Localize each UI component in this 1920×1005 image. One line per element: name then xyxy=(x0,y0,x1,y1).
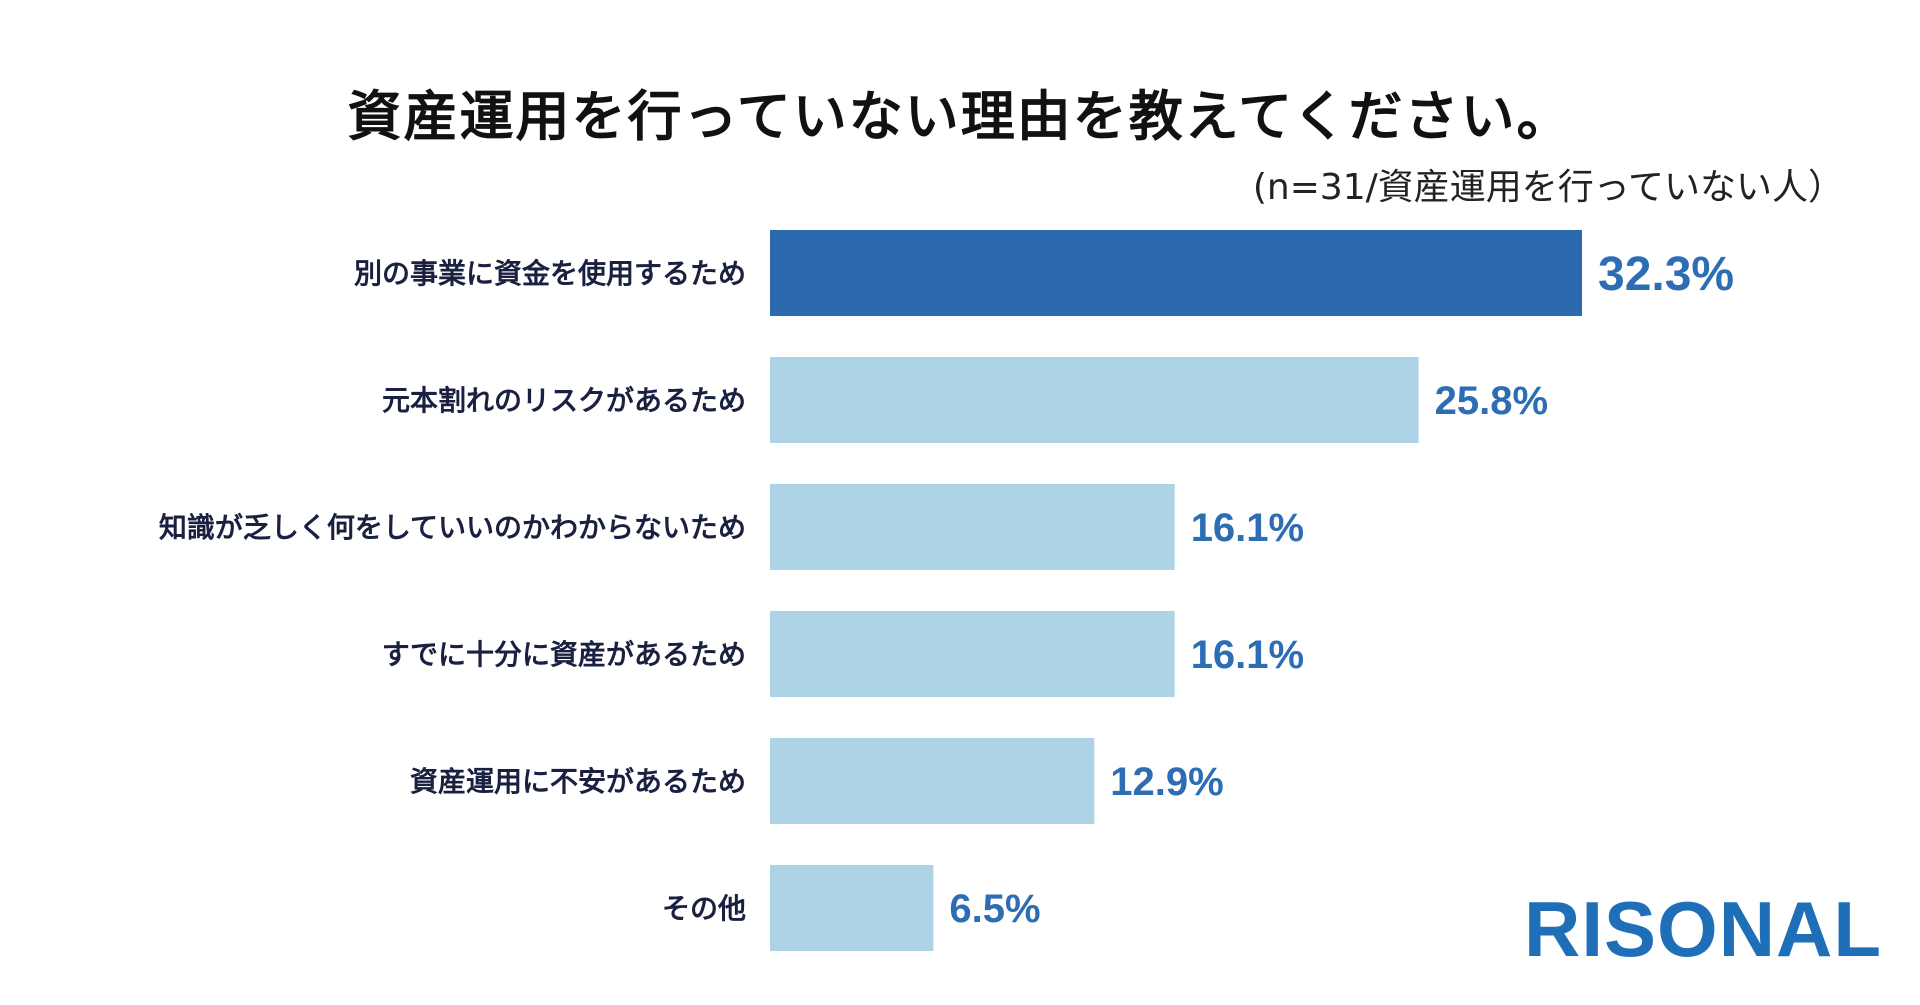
category-label-6: その他 xyxy=(662,892,746,925)
bar-2 xyxy=(770,357,1419,443)
bar-3 xyxy=(770,484,1175,570)
category-label-3: 知識が乏しく何をしていいのかわからないため xyxy=(159,511,746,544)
value-label-6: 6.5% xyxy=(949,887,1040,931)
chart-subtitle: (n=31/資産運用を行っていない人） xyxy=(1252,167,1844,208)
category-label-1: 別の事業に資金を使用するため xyxy=(354,257,746,290)
category-label-4: すでに十分に資産があるため xyxy=(382,638,746,671)
value-label-1: 32.3% xyxy=(1598,248,1734,301)
chart-title: 資産運用を行っていない理由を教えてください。 xyxy=(347,85,1573,148)
bar-4 xyxy=(770,611,1175,697)
bar-5 xyxy=(770,738,1095,824)
category-label-2: 元本割れのリスクがあるため xyxy=(382,384,746,417)
bar-1 xyxy=(770,230,1582,316)
value-label-3: 16.1% xyxy=(1191,506,1304,550)
value-label-2: 25.8% xyxy=(1435,379,1548,423)
category-label-5: 資産運用に不安があるため xyxy=(410,765,746,798)
value-label-4: 16.1% xyxy=(1191,633,1304,677)
value-label-5: 12.9% xyxy=(1110,760,1223,804)
risonal-logo: RISONAL xyxy=(1524,885,1882,973)
bar-6 xyxy=(770,865,934,951)
